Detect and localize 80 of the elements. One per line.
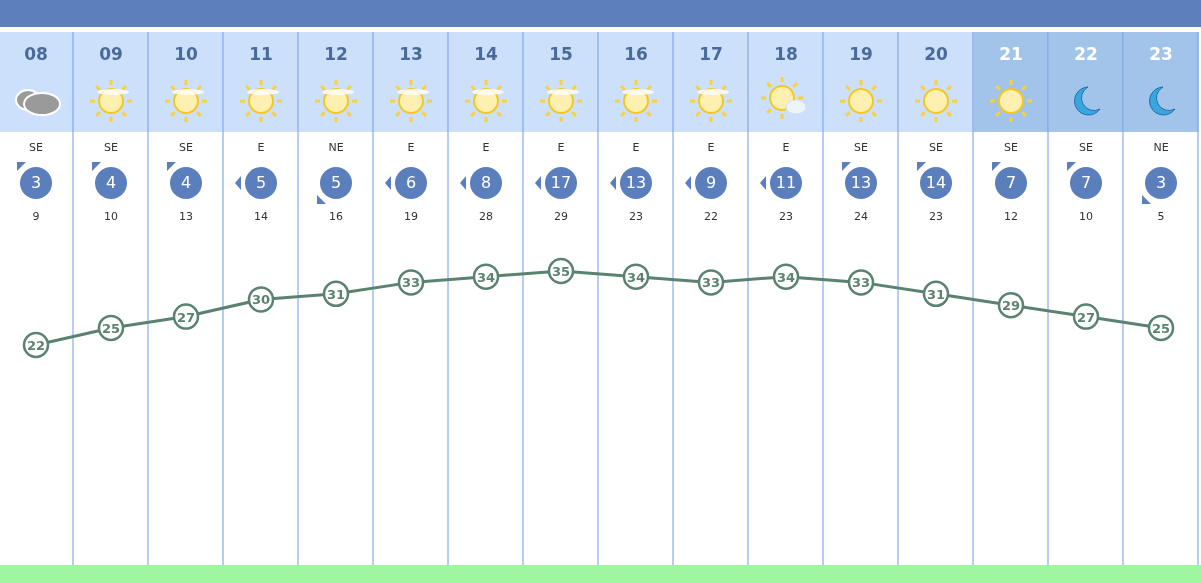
text: 5 [255,173,267,192]
text: 23 [629,210,643,223]
data-label: 33 [701,275,721,291]
x-tick-label: 10 [174,44,198,64]
text: 9 [705,173,717,192]
x-tick-label: 15 [549,44,573,64]
text: 5 [330,173,342,192]
data-label: 29 [1001,298,1021,314]
text: 11 [775,173,797,192]
text: SE [1004,141,1019,154]
text: 16 [329,210,343,223]
data-label: 27 [1076,309,1096,325]
data-label: 34 [776,269,796,285]
x-tick-label: 23 [1149,44,1173,64]
text: 9 [32,210,40,223]
x-tick-label: 21 [999,44,1023,64]
text: 10 [104,210,118,223]
text: 13 [179,210,193,223]
text: NE [1153,141,1169,154]
data-label: 25 [101,320,121,336]
text: 8 [480,173,492,192]
x-tick-label: 22 [1074,44,1098,64]
x-tick-label: 08 [24,44,48,64]
text: 5 [1157,210,1165,223]
x-tick-label: 20 [924,44,948,64]
text: SE [854,141,869,154]
x-tick-label: 14 [474,44,498,64]
data-label: 34 [476,269,496,285]
data-label: 33 [401,275,421,291]
data-label: 27 [176,309,196,325]
text: 22 [704,210,718,223]
text: 12 [1004,210,1018,223]
text: 19 [404,210,418,223]
text: E [707,141,715,154]
text: E [557,141,565,154]
text: E [632,141,640,154]
text: 13 [625,173,647,192]
text: SE [179,141,194,154]
text: 24 [854,210,868,223]
text: 29 [554,210,568,223]
text: E [482,141,490,154]
text: 3 [1155,173,1167,192]
data-label: 31 [326,286,346,302]
x-tick-label: 11 [249,44,273,64]
data-label: 35 [551,264,571,279]
text: 14 [925,173,947,192]
text: 23 [779,210,793,223]
text: 28 [479,210,493,223]
data-label: 25 [1151,320,1171,336]
data-label: 22 [26,338,46,353]
text: NE [328,141,344,154]
text: 7 [1080,173,1092,192]
text: E [257,141,265,154]
text: E [782,141,790,154]
x-tick-label: 17 [699,44,723,64]
x-tick-label: 18 [774,44,798,64]
text: 14 [254,210,268,223]
text: SE [29,141,44,154]
x-tick-label: 19 [849,44,873,64]
text: 4 [105,173,117,192]
data-label: 31 [926,286,946,302]
x-tick-label: 13 [399,44,423,64]
data-label: 33 [851,275,871,291]
x-tick-label: 16 [624,44,648,64]
text: E [407,141,415,154]
text: 3 [30,173,42,192]
text: SE [929,141,944,154]
text: 23 [929,210,943,223]
data-label: 34 [626,269,646,285]
text: SE [1079,141,1094,154]
x-tick-label: 09 [99,44,123,64]
text: 7 [1005,173,1017,192]
x-tick-label: 12 [324,44,348,64]
text: 10 [1079,210,1093,223]
data-label: 30 [251,292,271,308]
text: 4 [180,173,192,192]
text: 6 [405,173,417,192]
text: SE [104,141,119,154]
text: 13 [850,173,872,192]
text: 17 [550,173,572,192]
